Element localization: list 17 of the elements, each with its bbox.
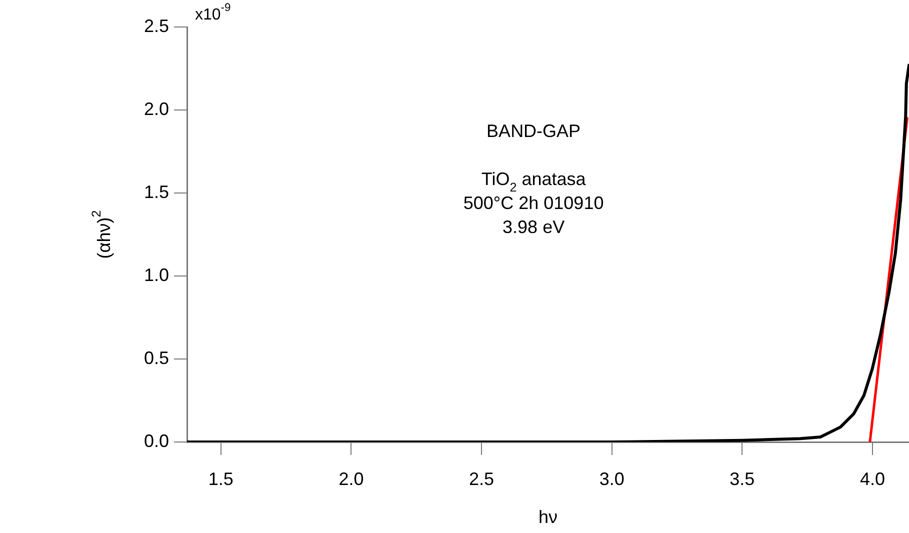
annotation: BAND-GAP	[486, 120, 581, 141]
x-tick-label: 2.0	[338, 468, 364, 489]
x-tick-label: 3.0	[599, 468, 624, 489]
annotation: 500°C 2h 010910	[463, 192, 604, 213]
y-tick-label: 0.0	[144, 430, 170, 451]
x-tick-label: 4.0	[860, 468, 886, 489]
y-tick-label: 1.0	[144, 264, 170, 285]
x-tick-label: 3.5	[730, 468, 755, 489]
x-axis-title: hν	[538, 507, 558, 528]
x-tick-label: 1.5	[208, 468, 234, 489]
annotation: 3.98 eV	[502, 216, 565, 237]
y-tick-label: 2.5	[144, 16, 170, 36]
y-tick-label: 2.0	[144, 98, 170, 119]
y-axis-title: (αhν)2	[89, 210, 114, 259]
y-tick-label: 0.5	[144, 348, 170, 368]
x-tick-label: 2.5	[469, 468, 494, 489]
y-tick-label: 1.5	[144, 182, 170, 202]
